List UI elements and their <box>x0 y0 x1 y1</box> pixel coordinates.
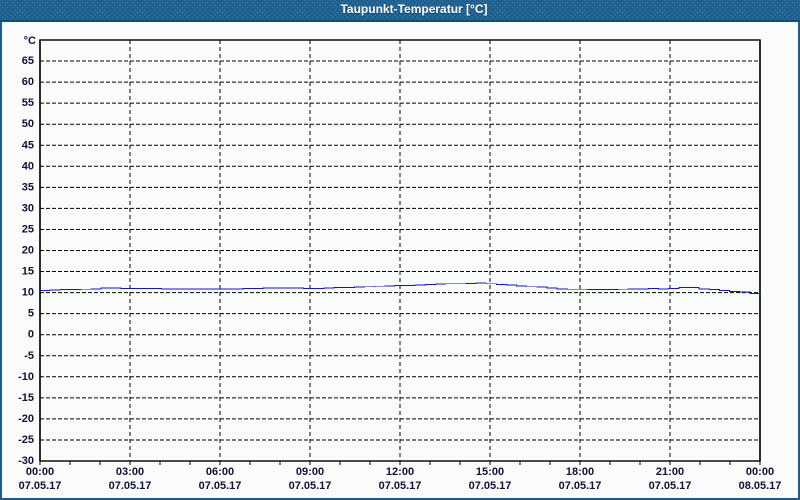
svg-text:07.05.17: 07.05.17 <box>379 480 422 492</box>
svg-text:35: 35 <box>22 181 34 193</box>
svg-text:07.05.17: 07.05.17 <box>559 480 602 492</box>
svg-text:5: 5 <box>28 308 34 320</box>
svg-text:18:00: 18:00 <box>566 466 594 478</box>
svg-text:0: 0 <box>28 329 34 341</box>
svg-text:15: 15 <box>22 266 34 278</box>
svg-text:07.05.17: 07.05.17 <box>469 480 512 492</box>
svg-text:65: 65 <box>22 55 34 67</box>
svg-text:55: 55 <box>22 97 34 109</box>
svg-text:20: 20 <box>22 245 34 257</box>
svg-text:-15: -15 <box>18 392 34 404</box>
svg-text:12:00: 12:00 <box>386 466 414 478</box>
svg-text:21:00: 21:00 <box>656 466 684 478</box>
svg-text:07.05.17: 07.05.17 <box>289 480 332 492</box>
svg-text:50: 50 <box>22 118 34 130</box>
svg-text:07.05.17: 07.05.17 <box>19 480 62 492</box>
svg-text:08.05.17: 08.05.17 <box>739 480 782 492</box>
svg-text:07.05.17: 07.05.17 <box>649 480 692 492</box>
svg-text:45: 45 <box>22 139 34 151</box>
svg-text:-5: -5 <box>24 350 34 362</box>
svg-text:25: 25 <box>22 223 34 235</box>
svg-text:06:00: 06:00 <box>206 466 234 478</box>
svg-text:-20: -20 <box>18 413 34 425</box>
svg-text:10: 10 <box>22 287 34 299</box>
svg-text:07.05.17: 07.05.17 <box>109 480 152 492</box>
svg-text:-25: -25 <box>18 434 34 446</box>
svg-text:09:00: 09:00 <box>296 466 324 478</box>
svg-text:40: 40 <box>22 160 34 172</box>
svg-text:15:00: 15:00 <box>476 466 504 478</box>
svg-text:07.05.17: 07.05.17 <box>199 480 242 492</box>
svg-text:00:00: 00:00 <box>26 466 54 478</box>
svg-text:°C: °C <box>24 35 36 47</box>
svg-text:30: 30 <box>22 202 34 214</box>
svg-text:-10: -10 <box>18 371 34 383</box>
svg-text:60: 60 <box>22 76 34 88</box>
svg-text:00:00: 00:00 <box>746 466 774 478</box>
svg-text:03:00: 03:00 <box>116 466 144 478</box>
